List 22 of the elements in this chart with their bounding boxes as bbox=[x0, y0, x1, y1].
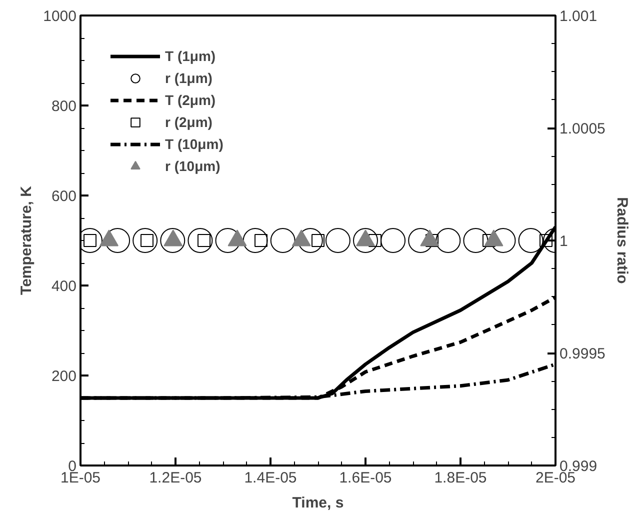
legend-label: T (10μm) bbox=[165, 135, 224, 154]
legend-label: T (1μm) bbox=[165, 47, 216, 66]
y-tick-label: 200 bbox=[51, 368, 77, 385]
legend-label: r (1μm) bbox=[165, 69, 212, 88]
x-tick-label: 1.6E-05 bbox=[339, 470, 392, 486]
y-tick-label: 800 bbox=[51, 98, 77, 115]
y2-tick-label: 1 bbox=[560, 233, 568, 250]
x-tick-label: 1.8E-05 bbox=[434, 470, 487, 486]
x-axis-title: Time, s bbox=[292, 494, 344, 512]
y-tick-label: 1000 bbox=[43, 8, 77, 25]
x-tick-label: 1.4E-05 bbox=[244, 470, 297, 486]
legend-label: r (2μm) bbox=[165, 113, 212, 132]
y2-tick-label: 1.001 bbox=[560, 8, 598, 25]
legend-label: T (2μm) bbox=[165, 91, 216, 110]
y-tick-label: 400 bbox=[51, 278, 77, 295]
y-axis-title: Temperature, K bbox=[18, 186, 36, 295]
legend-label: r (10μm) bbox=[165, 157, 220, 176]
y2-tick-label: 1.0005 bbox=[560, 120, 606, 138]
y2-tick-label: 0.9995 bbox=[560, 346, 606, 362]
x-tick-label: 1.2E-05 bbox=[149, 470, 202, 486]
y2-axis-title: Radius ratio bbox=[613, 197, 630, 284]
y-tick-label: 600 bbox=[51, 188, 77, 205]
